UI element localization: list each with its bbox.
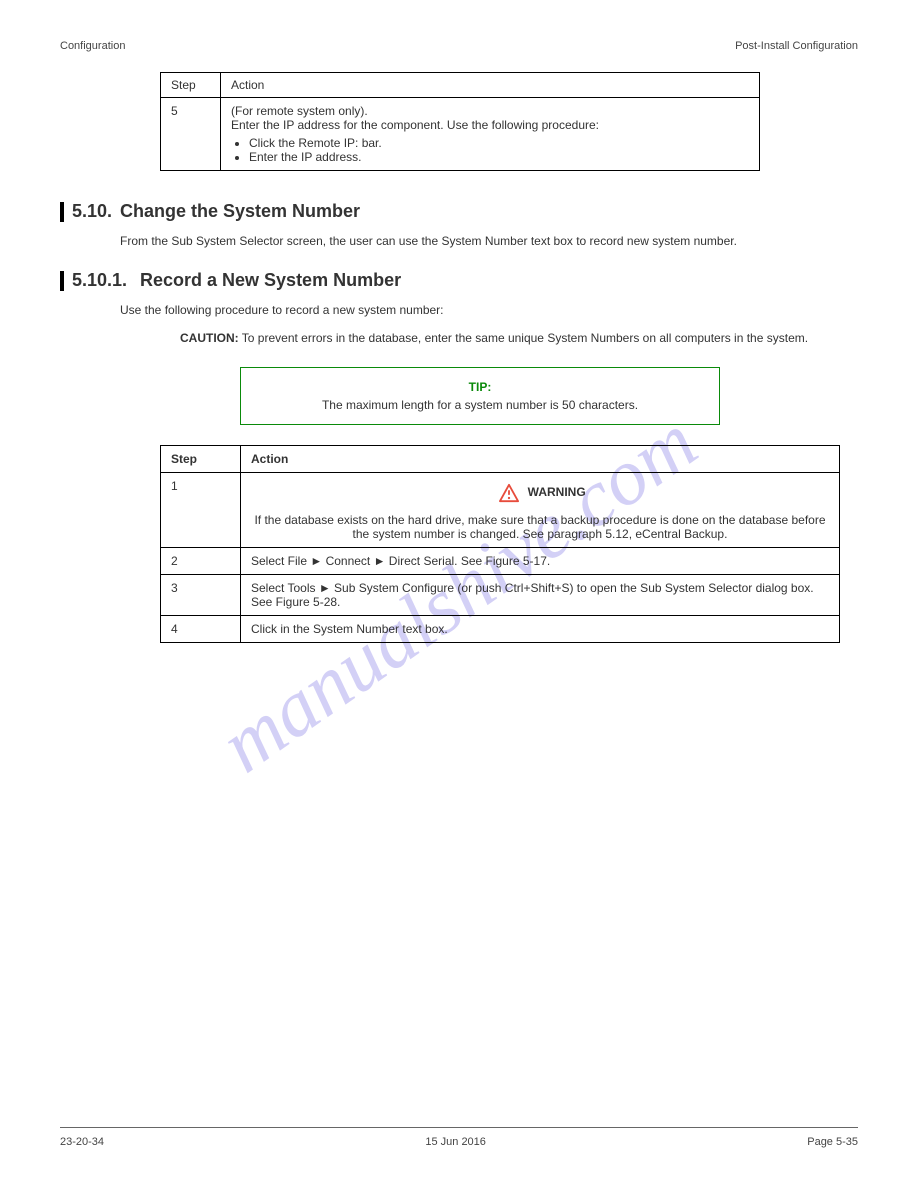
row3-step: 3 bbox=[161, 575, 241, 616]
revision-bar-icon bbox=[60, 202, 64, 222]
row1-action: WARNING If the database exists on the ha… bbox=[241, 473, 840, 548]
section-heading: 5.10. Change the System Number bbox=[60, 201, 858, 222]
footer-left: 23-20-34 bbox=[60, 1136, 104, 1148]
revision-bar-icon bbox=[60, 271, 64, 291]
row4-step: 4 bbox=[161, 616, 241, 643]
footer-right: Page 5-35 bbox=[807, 1136, 858, 1148]
row2-step: 2 bbox=[161, 548, 241, 575]
row4-action: Click in the System Number text box. bbox=[241, 616, 840, 643]
tip-box: TIP: The maximum length for a system num… bbox=[240, 367, 720, 425]
continuation-table: Step Action 5 (For remote system only). … bbox=[160, 72, 760, 171]
col2-step-header: Step bbox=[161, 446, 241, 473]
step-5-line1: (For remote system only). bbox=[231, 104, 368, 118]
page-footer: 23-20-34 15 Jun 2016 Page 5-35 bbox=[60, 1127, 858, 1148]
section-heading-text: Change the System Number bbox=[120, 201, 360, 222]
caution-title: CAUTION: bbox=[180, 331, 239, 345]
warning-body: If the database exists on the hard drive… bbox=[251, 513, 829, 541]
warning-triangle-icon bbox=[498, 483, 520, 503]
warning-header: WARNING bbox=[251, 479, 829, 507]
step-5-line2: Enter the IP address for the component. … bbox=[231, 118, 599, 132]
page-header: Configuration Post-Install Configuration bbox=[60, 40, 858, 52]
row2-action: Select File ► Connect ► Direct Serial. S… bbox=[241, 548, 840, 575]
subsection-heading-text: Record a New System Number bbox=[140, 270, 401, 291]
subsection-heading: 5.10.1. Record a New System Number bbox=[60, 270, 858, 291]
footer-center: 15 Jun 2016 bbox=[425, 1136, 486, 1148]
header-right: Post-Install Configuration bbox=[735, 40, 858, 52]
col2-action-header: Action bbox=[241, 446, 840, 473]
procedure-table: Step Action 1 WARNING If the database ex… bbox=[160, 445, 840, 643]
caution-text: To prevent errors in the database, enter… bbox=[242, 331, 808, 345]
col-action-header: Action bbox=[221, 73, 760, 98]
tip-title: TIP: bbox=[257, 380, 703, 394]
step-5-bullet-1: Click the Remote IP: bar. bbox=[249, 136, 749, 150]
step-5-action: (For remote system only). Enter the IP a… bbox=[221, 98, 760, 171]
col-step-header: Step bbox=[161, 73, 221, 98]
caution-block: CAUTION: To prevent errors in the databa… bbox=[180, 329, 858, 347]
step-5-num: 5 bbox=[161, 98, 221, 171]
row3-action: Select Tools ► Sub System Configure (or … bbox=[241, 575, 840, 616]
header-left: Configuration bbox=[60, 40, 125, 52]
section-body: From the Sub System Selector screen, the… bbox=[120, 232, 858, 250]
row1-step: 1 bbox=[161, 473, 241, 548]
tip-text: The maximum length for a system number i… bbox=[257, 398, 703, 412]
step-5-bullet-2: Enter the IP address. bbox=[249, 150, 749, 164]
subsection-body: Use the following procedure to record a … bbox=[120, 301, 858, 319]
warning-title: WARNING bbox=[528, 485, 586, 499]
